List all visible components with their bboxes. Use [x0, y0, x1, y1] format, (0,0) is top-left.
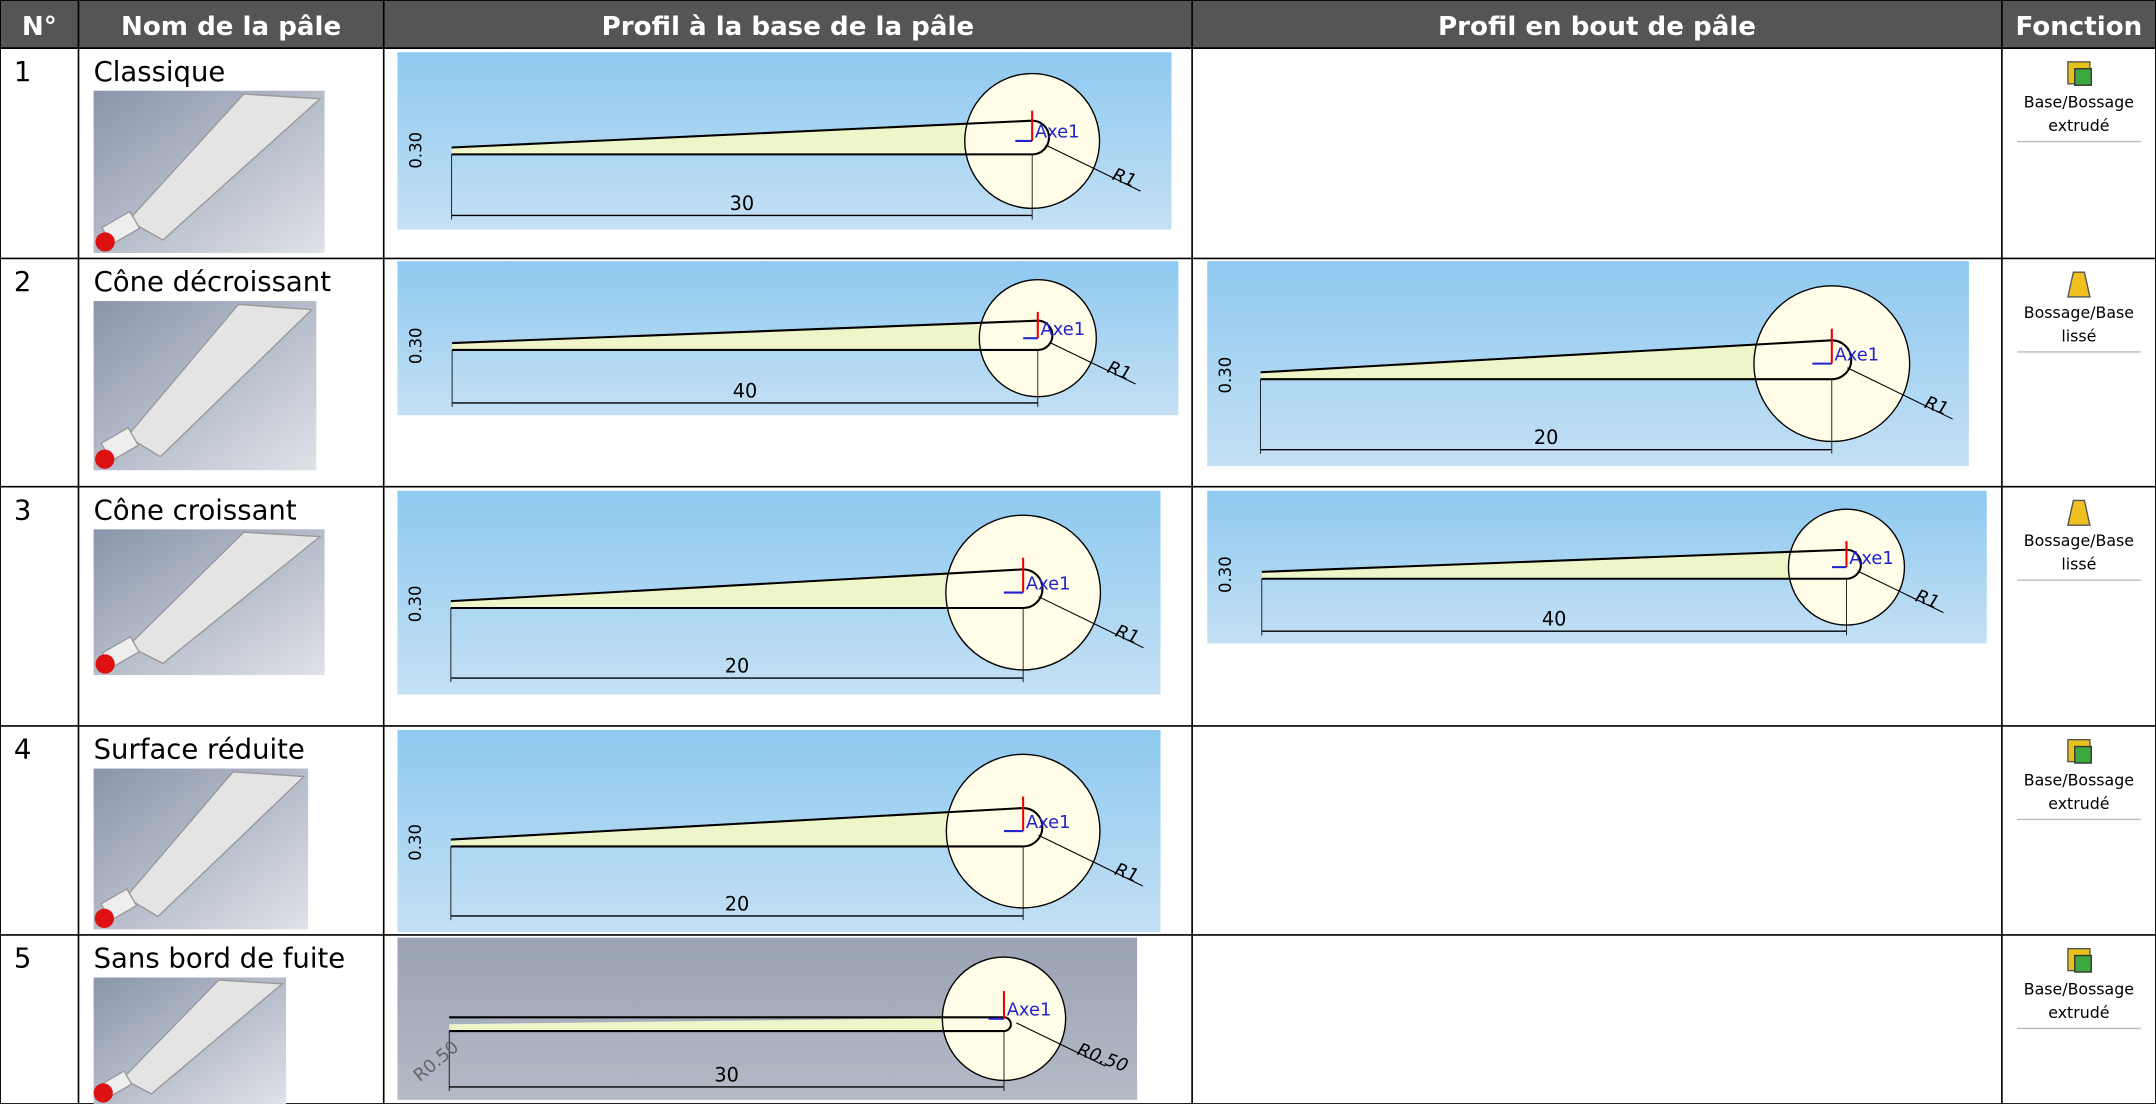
- blade-shape: [124, 771, 306, 918]
- blade-name: Sans bord de fuite: [94, 943, 346, 975]
- axis-label: Axe1: [1041, 319, 1086, 340]
- hub-cap: [94, 908, 114, 929]
- row-number: 3: [14, 494, 32, 526]
- radius-leader: [1038, 596, 1144, 649]
- dimension-thickness: 0.30: [406, 586, 425, 623]
- blade-name: Surface réduite: [94, 734, 305, 766]
- blade-name: Classique: [94, 56, 226, 88]
- radius-leader: [1049, 341, 1136, 385]
- profile-upper: [1261, 548, 1847, 573]
- radius-leader: [1045, 144, 1141, 192]
- blade-name: Cône décroissant: [94, 266, 332, 298]
- header-cell: Nom de la pâle: [121, 12, 341, 42]
- profile-nose: [1003, 1016, 1012, 1033]
- blade-shape: [125, 303, 314, 458]
- axis-label: Axe1: [1849, 548, 1894, 569]
- function-label: Bossage/Base: [2024, 303, 2134, 322]
- row-number: 1: [14, 56, 32, 88]
- function-label: lissé: [2061, 555, 2096, 574]
- function-label: Base/Bossage: [2024, 979, 2134, 998]
- header-bg: [0, 0, 2156, 49]
- function-icon: [2074, 745, 2092, 764]
- axis-label: Axe1: [1026, 573, 1071, 594]
- dimension-thickness: 0.30: [1216, 357, 1235, 394]
- dimension-length: 40: [733, 379, 757, 402]
- header-cell: Profil en bout de pâle: [1438, 12, 1756, 42]
- function-label: lissé: [2061, 326, 2096, 345]
- dimension-thickness: 0.30: [406, 132, 425, 169]
- dimension-length: 20: [725, 892, 749, 915]
- function-label: Base/Bossage: [2024, 770, 2134, 789]
- profile-fill: [1260, 340, 1832, 380]
- profile-nose: [1032, 119, 1051, 156]
- blade-shape: [121, 979, 285, 1095]
- dimension-length: 20: [1534, 426, 1558, 449]
- profile-nose: [1037, 319, 1054, 351]
- dimension-length: 30: [714, 1063, 738, 1086]
- axis-label: Axe1: [1026, 812, 1071, 833]
- hub-cap: [95, 449, 115, 469]
- function-icon: [2074, 954, 2092, 973]
- function-label: extrudé: [2048, 1003, 2109, 1022]
- dimension-length: 40: [1542, 608, 1566, 631]
- profile-upper: [450, 568, 1024, 603]
- radius-leader: [1847, 367, 1953, 420]
- profile-nose: [1831, 339, 1853, 381]
- axis-label: Axe1: [1035, 122, 1080, 143]
- dimension-length: 30: [730, 192, 754, 215]
- hub-cap: [93, 1083, 113, 1103]
- blade-shape: [127, 531, 322, 665]
- blade-name: Cône croissant: [94, 494, 297, 526]
- function-label: Base/Bossage: [2024, 93, 2134, 112]
- axis-label: Axe1: [1007, 1000, 1052, 1021]
- blade-shape: [127, 93, 322, 241]
- profile-fill: [450, 808, 1024, 847]
- dimension-thickness: 0.30: [406, 824, 425, 861]
- function-icon: [2074, 68, 2092, 86]
- profile-upper: [452, 319, 1038, 345]
- profile-fill: [449, 1017, 1004, 1032]
- dimension-length: 20: [725, 655, 749, 678]
- row-number: 2: [14, 266, 32, 298]
- radius-leader: [1016, 1022, 1106, 1067]
- profile-upper: [451, 119, 1033, 149]
- hub-cap: [95, 654, 115, 674]
- radius-leader: [1038, 834, 1144, 887]
- function-icon: [2067, 271, 2091, 298]
- function-label: Bossage/Base: [2024, 531, 2134, 550]
- header-cell: N°: [22, 12, 57, 42]
- profile-upper: [1260, 339, 1832, 374]
- profile-fill: [450, 569, 1024, 609]
- profile-upper: [450, 807, 1024, 841]
- hub-cap: [95, 232, 115, 252]
- row-number: 5: [14, 943, 32, 975]
- profile-nose: [1023, 807, 1044, 848]
- function-label: extrudé: [2048, 794, 2109, 813]
- axis-label: Axe1: [1835, 344, 1880, 365]
- header-cell: Profil à la base de la pâle: [602, 12, 974, 42]
- dimension-thickness: 0.30: [406, 327, 425, 364]
- profile-nose: [1846, 548, 1862, 580]
- profile-fill: [1261, 549, 1847, 579]
- dimension-thickness: 0.30: [1216, 556, 1235, 593]
- header-cell: Fonction: [2016, 12, 2143, 42]
- profile-fill: [451, 120, 1033, 155]
- profile-fill: [452, 320, 1038, 350]
- row-number: 4: [14, 734, 32, 766]
- function-icon: [2067, 499, 2091, 526]
- function-label: extrudé: [2048, 116, 2109, 135]
- profile-nose: [1023, 568, 1044, 610]
- radius-leader: [1857, 570, 1944, 614]
